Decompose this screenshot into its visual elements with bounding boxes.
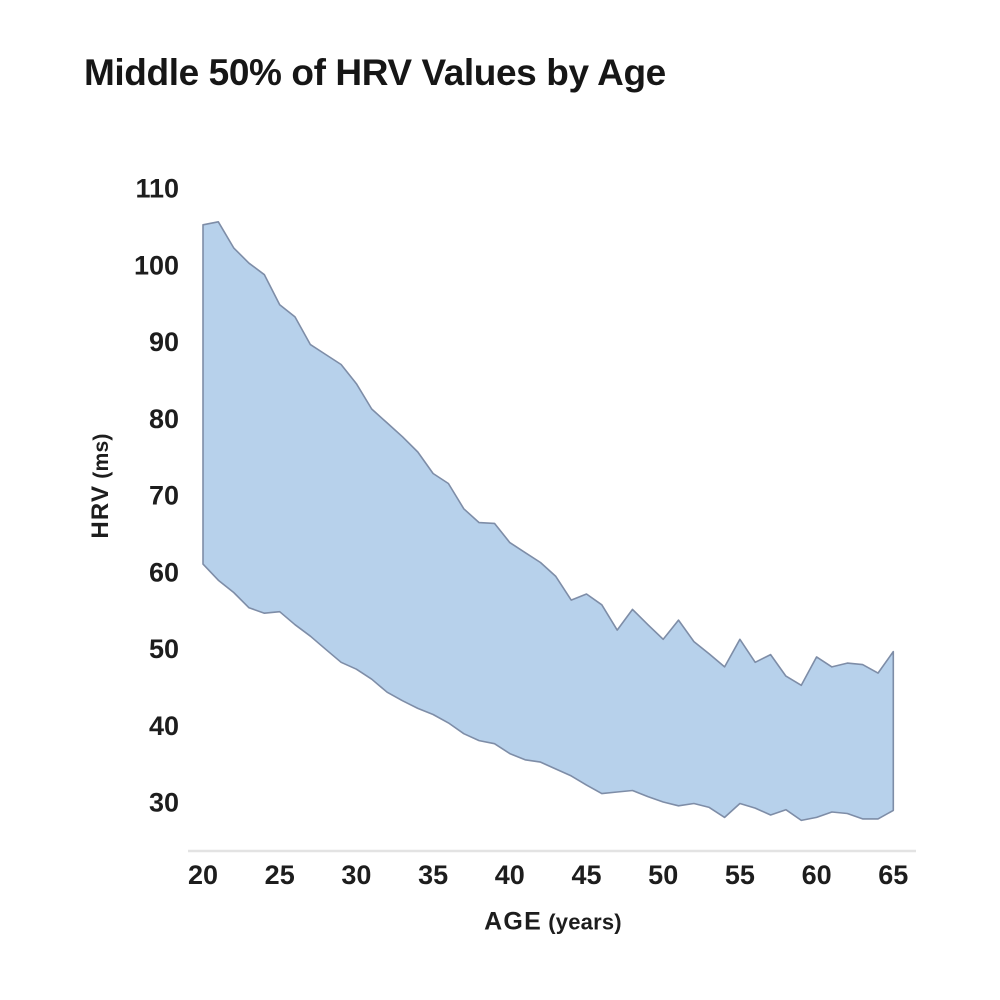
y-axis-title-unit: (ms) xyxy=(90,433,113,485)
y-tick-label: 80 xyxy=(149,404,179,434)
x-tick-label: 45 xyxy=(571,860,601,890)
x-tick-label: 25 xyxy=(265,860,295,890)
x-tick-label: 20 xyxy=(188,860,218,890)
x-tick-label: 40 xyxy=(495,860,525,890)
x-tick-label: 30 xyxy=(341,860,371,890)
y-tick-label: 30 xyxy=(149,788,179,818)
x-axis-title-main: AGE xyxy=(484,907,542,936)
y-tick-label: 60 xyxy=(149,557,179,587)
y-axis-title: HRV (ms) xyxy=(87,433,115,538)
chart-title: Middle 50% of HRV Values by Age xyxy=(84,52,666,93)
x-axis-title: AGE (years) xyxy=(484,908,622,937)
x-tick-label: 50 xyxy=(648,860,678,890)
y-tick-label: 50 xyxy=(149,634,179,664)
x-tick-label: 65 xyxy=(878,860,908,890)
y-tick-label: 70 xyxy=(149,481,179,511)
x-tick-label: 60 xyxy=(802,860,832,890)
y-axis-title-main: HRV xyxy=(87,484,114,539)
x-axis-title-unit: (years) xyxy=(541,909,622,935)
x-tick-label: 55 xyxy=(725,860,755,890)
y-tick-label: 110 xyxy=(135,174,179,204)
y-tick-label: 90 xyxy=(149,327,179,357)
y-tick-label: 100 xyxy=(134,250,179,280)
x-tick-label: 35 xyxy=(418,860,448,890)
y-tick-label: 40 xyxy=(149,711,179,741)
hrv-band-area xyxy=(202,221,895,822)
